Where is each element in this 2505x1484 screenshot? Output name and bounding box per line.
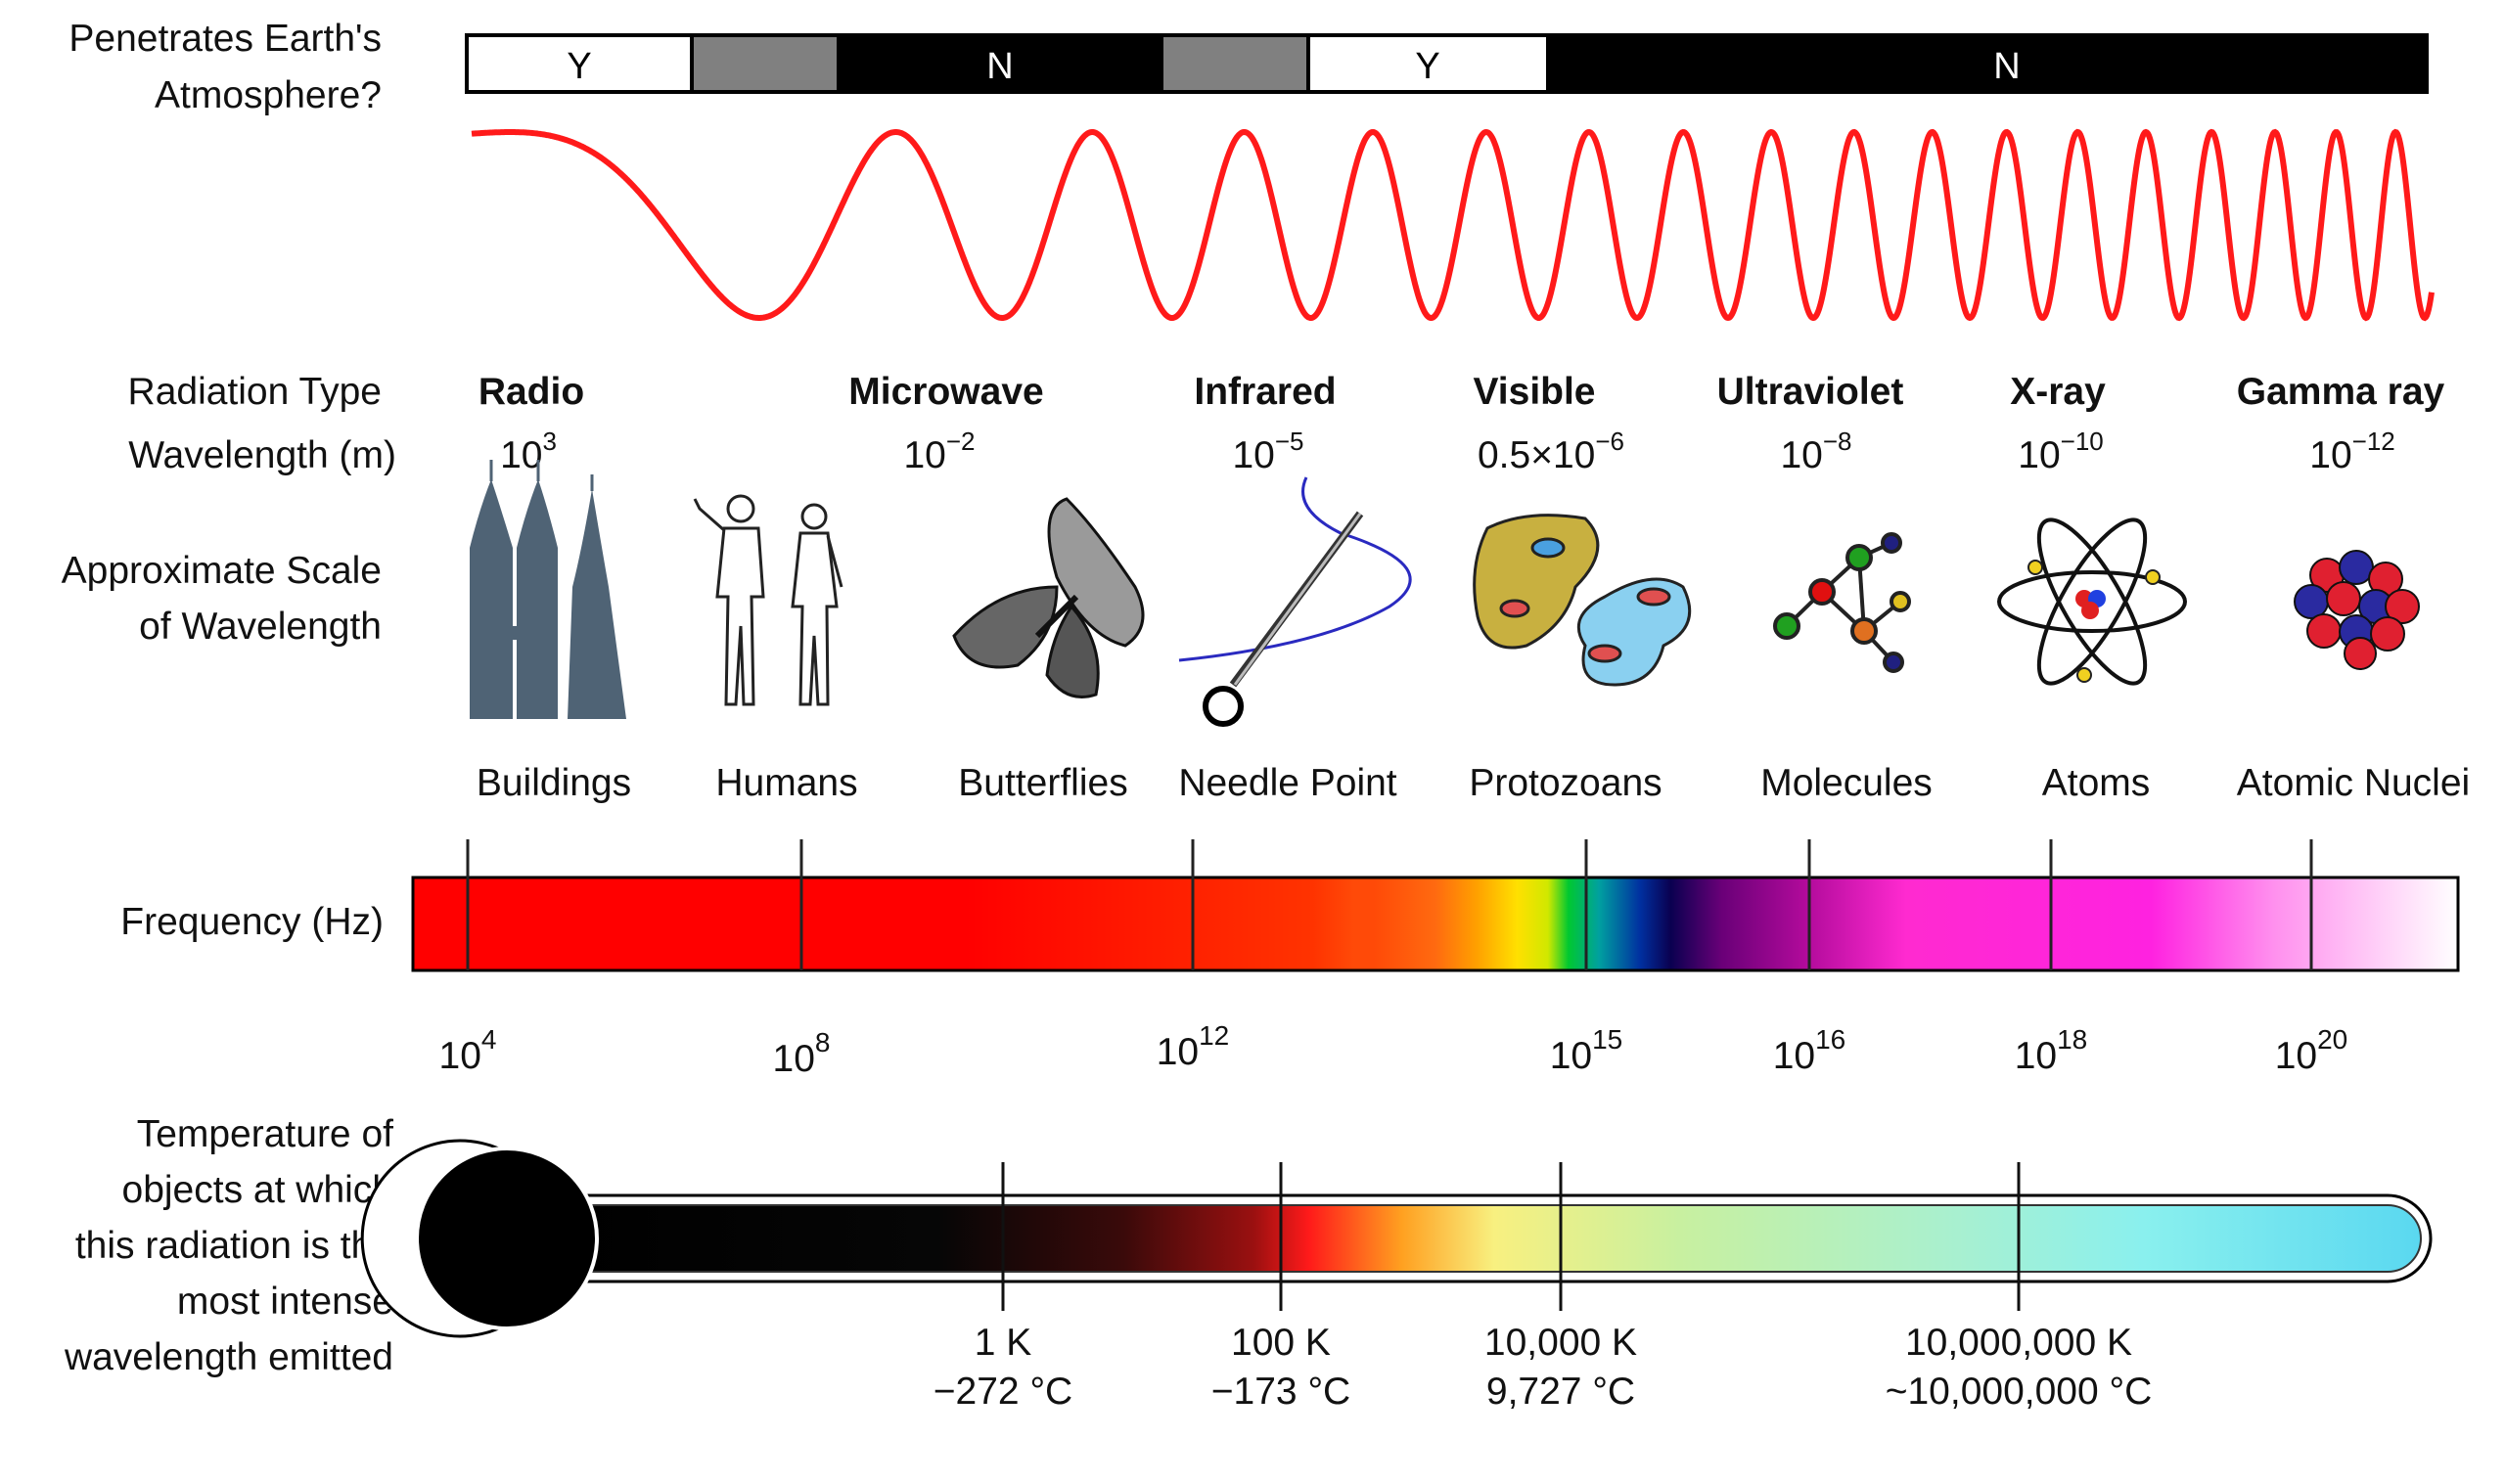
temperature-tick-lines (1001, 1162, 2021, 1311)
wavelength-value-visible: 0.5×10−6 (1478, 427, 1624, 476)
scale-label-butterflies: Butterflies (958, 762, 1127, 804)
scale-label-atoms: Atoms (2042, 762, 2151, 804)
humans-icon (693, 494, 843, 706)
radiation-types: Radio Microwave Infrared Visible Ultravi… (478, 371, 2445, 413)
temperature-label: Temperature of objects at which this rad… (64, 1113, 393, 1378)
thermometer (360, 1139, 2433, 1338)
protozoan-icon (1473, 514, 1692, 687)
temperature-label-line: objects at which (122, 1169, 393, 1211)
temperature-celsius: ~10,000,000 °C (1886, 1371, 2153, 1413)
wavelength-value-ultraviolet: 10−8 (1780, 427, 1851, 476)
atmosphere-segment-label: N (986, 46, 1013, 87)
wavelength-wave (471, 128, 2435, 322)
atmosphere-segment-label: Y (1415, 46, 1439, 87)
thermometer-bulb (415, 1147, 599, 1330)
atmosphere-label-line1: Penetrates Earth's (68, 18, 382, 60)
temperature-tick-labels: 1 K −272 °C 100 K −173 °C 10,000 K 9,727… (934, 1322, 2153, 1413)
atmosphere-segment-n1 (837, 33, 1163, 94)
wavelength-value-radio: 103 (500, 427, 557, 476)
frequency-tick-label: 1016 (1773, 1024, 1846, 1077)
temperature-celsius: 9,727 °C (1486, 1371, 1635, 1413)
radiation-type-label: Radiation Type (128, 371, 382, 413)
frequency-bar (411, 876, 2460, 972)
wavelength-label: Wavelength (m) (128, 434, 396, 476)
frequency-tick-lines (466, 839, 2313, 970)
wavelength-value-xray: 10−10 (2018, 427, 2104, 476)
temperature-label-line: this radiation is the (75, 1225, 393, 1267)
temperature-celsius: −173 °C (1211, 1371, 1350, 1413)
thermometer-neck (548, 1205, 587, 1272)
atmosphere-segment-y1 (465, 33, 694, 94)
temperature-label-line: most intense (177, 1281, 393, 1323)
temperature-label-line: Temperature of (137, 1113, 393, 1155)
atmosphere-segment-y2 (1306, 33, 1550, 94)
frequency-tick-label: 1012 (1157, 1020, 1230, 1073)
scale-labels: Buildings Humans Butterflies Needle Poin… (477, 762, 2470, 804)
wavelength-value-microwave: 10−2 (903, 427, 975, 476)
atmosphere-segment-label: Y (567, 46, 591, 87)
temperature-celsius: −272 °C (934, 1371, 1072, 1413)
wavelength-values: 103 10−2 10−5 0.5×10−6 10−8 10−10 10−12 (500, 427, 2395, 476)
frequency-tick-label: 1020 (2275, 1024, 2348, 1077)
atmosphere-label-line2: Atmosphere? (155, 74, 382, 116)
scale-label-line2: of Wavelength (139, 606, 382, 648)
atmosphere-bar: Y N Y N (465, 33, 2429, 94)
atmosphere-segment-partial1 (690, 33, 841, 94)
radiation-type-visible: Visible (1473, 371, 1595, 413)
frequency-tick-label: 1015 (1550, 1024, 1623, 1077)
buildings-icon (470, 460, 626, 719)
thermometer-fill (567, 1204, 2422, 1273)
nucleus-icon (2294, 550, 2420, 670)
temperature-kelvin: 10,000,000 K (1905, 1322, 2132, 1364)
scale-label-protozoans: Protozoans (1469, 762, 1662, 804)
temperature-kelvin: 1 K (975, 1322, 1032, 1364)
temperature-kelvin: 100 K (1231, 1322, 1331, 1364)
temperature-label-line: wavelength emitted (64, 1336, 393, 1378)
scale-label-molecules: Molecules (1760, 762, 1933, 804)
atmosphere-segment-partial2 (1160, 33, 1310, 94)
frequency-label: Frequency (Hz) (120, 901, 384, 943)
frequency-tick-label: 1018 (2015, 1024, 2088, 1077)
atmosphere-segment-label: N (1993, 46, 2020, 87)
wavelength-value-gamma: 10−12 (2309, 427, 2395, 476)
frequency-tick-labels: 104 108 1012 1015 1016 1018 1020 (439, 1020, 2348, 1080)
scale-label-atomic-nuclei: Atomic Nuclei (2237, 762, 2470, 804)
scale-label-needle-point: Needle Point (1178, 762, 1396, 804)
molecule-icon (1773, 532, 1911, 673)
atmosphere-segment-n2 (1546, 33, 2429, 94)
scale-label-humans: Humans (715, 762, 857, 804)
scale-label-line1: Approximate Scale (62, 550, 382, 592)
radiation-type-infrared: Infrared (1194, 371, 1336, 413)
frequency-tick-label: 104 (439, 1024, 497, 1077)
atom-icon (1997, 517, 2187, 686)
radiation-type-microwave: Microwave (848, 371, 1043, 413)
atmosphere-row: Penetrates Earth's Atmosphere? Y N Y N (68, 18, 2429, 116)
butterfly-icon (952, 497, 1145, 698)
radiation-type-xray: X-ray (2010, 371, 2106, 413)
wavelength-value-infrared: 10−5 (1232, 427, 1303, 476)
temperature-kelvin: 10,000 K (1484, 1322, 1637, 1364)
scale-label-buildings: Buildings (477, 762, 631, 804)
frequency-tick-label: 108 (773, 1027, 831, 1080)
radiation-type-ultraviolet: Ultraviolet (1717, 371, 1904, 413)
needle-icon (1178, 476, 1412, 727)
radiation-type-gamma: Gamma ray (2237, 371, 2445, 413)
radiation-type-radio: Radio (478, 371, 584, 413)
